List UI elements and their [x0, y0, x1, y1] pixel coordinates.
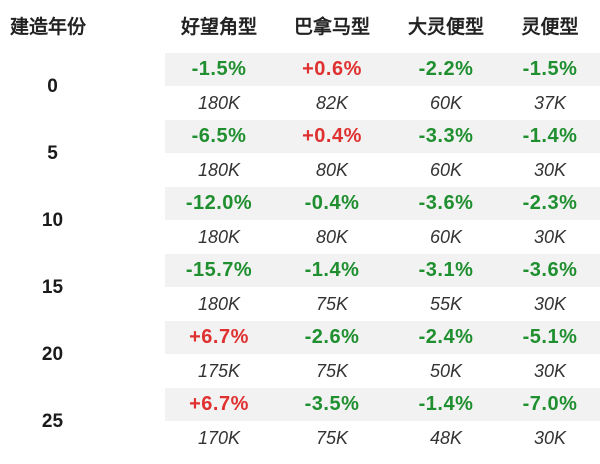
change-cell: -2.3%: [522, 192, 578, 214]
table-row: 10 -12.0% -0.4% -3.6% -2.3% 180K 80K 60K…: [0, 187, 600, 254]
value-cell: 60K: [429, 92, 463, 113]
row-shade: [165, 53, 600, 86]
build-year-cell: 15: [41, 276, 64, 298]
value-cell: 170K: [197, 427, 241, 448]
table-row: 20 +6.7% -2.6% -2.4% -5.1% 175K 75K 50K …: [0, 321, 600, 388]
value-cell: 60K: [429, 226, 463, 247]
change-cell: +6.7%: [189, 326, 249, 348]
change-cell: -3.5%: [304, 393, 360, 415]
change-cell: -7.0%: [522, 393, 578, 415]
value-cell: 75K: [315, 360, 349, 381]
row-shade: [165, 120, 600, 153]
table-body: 0 -1.5% +0.6% -2.2% -1.5% 180K 82K 60K 3…: [0, 53, 600, 455]
change-cell: -3.1%: [418, 259, 474, 281]
value-cell: 55K: [429, 293, 463, 314]
build-year-cell: 20: [41, 343, 64, 365]
value-cell: 48K: [429, 427, 463, 448]
value-cell: 180K: [197, 159, 241, 180]
build-year-cell: 5: [47, 142, 58, 164]
change-cell: -3.6%: [418, 192, 474, 214]
change-cell: -1.4%: [522, 125, 578, 147]
change-cell: +0.6%: [302, 58, 362, 80]
change-cell: -2.6%: [304, 326, 360, 348]
value-cell: 80K: [315, 226, 349, 247]
change-cell: -3.6%: [522, 259, 578, 281]
build-year-cell: 0: [47, 75, 58, 97]
value-cell: 30K: [533, 226, 567, 247]
header-supramax: 大灵便型: [407, 15, 484, 38]
change-cell: -3.3%: [418, 125, 474, 147]
header-panamax: 巴拿马型: [293, 15, 370, 38]
row-shade: [165, 321, 600, 354]
value-cell: 180K: [197, 226, 241, 247]
value-cell: 50K: [429, 360, 463, 381]
header-handysize: 灵便型: [521, 15, 579, 38]
value-cell: 30K: [533, 293, 567, 314]
change-cell: -2.2%: [418, 58, 474, 80]
change-cell: -15.7%: [185, 259, 253, 281]
value-cell: 37K: [533, 92, 567, 113]
table-row: 15 -15.7% -1.4% -3.1% -3.6% 180K 75K 55K…: [0, 254, 600, 321]
header-build-year: 建造年份: [10, 15, 87, 38]
value-cell: 75K: [315, 293, 349, 314]
change-cell: -5.1%: [522, 326, 578, 348]
change-cell: -2.4%: [418, 326, 474, 348]
change-cell: -1.4%: [418, 393, 474, 415]
value-cell: 60K: [429, 159, 463, 180]
value-cell: 175K: [197, 360, 241, 381]
value-cell: 30K: [533, 159, 567, 180]
change-cell: -0.4%: [304, 192, 360, 214]
value-cell: 82K: [315, 92, 349, 113]
value-cell: 80K: [315, 159, 349, 180]
table-row: 5 -6.5% +0.4% -3.3% -1.4% 180K 80K 60K 3…: [0, 120, 600, 187]
row-shade: [165, 187, 600, 220]
change-cell: +6.7%: [189, 393, 249, 415]
value-cell: 180K: [197, 293, 241, 314]
change-cell: +0.4%: [302, 125, 362, 147]
change-cell: -1.5%: [191, 58, 247, 80]
header-capesize: 好望角型: [180, 15, 257, 38]
change-cell: -1.5%: [522, 58, 578, 80]
row-shade: [165, 388, 600, 421]
table-row: 0 -1.5% +0.6% -2.2% -1.5% 180K 82K 60K 3…: [0, 53, 600, 120]
change-cell: -12.0%: [185, 192, 253, 214]
value-cell: 30K: [533, 427, 567, 448]
value-cell: 30K: [533, 360, 567, 381]
value-cell: 180K: [197, 92, 241, 113]
build-year-cell: 25: [41, 410, 64, 432]
row-shade: [165, 254, 600, 287]
build-year-cell: 10: [41, 209, 64, 231]
change-cell: -6.5%: [191, 125, 247, 147]
table-row: 25 +6.7% -3.5% -1.4% -7.0% 170K 75K 48K …: [0, 388, 600, 455]
change-cell: -1.4%: [304, 259, 360, 281]
value-cell: 75K: [315, 427, 349, 448]
